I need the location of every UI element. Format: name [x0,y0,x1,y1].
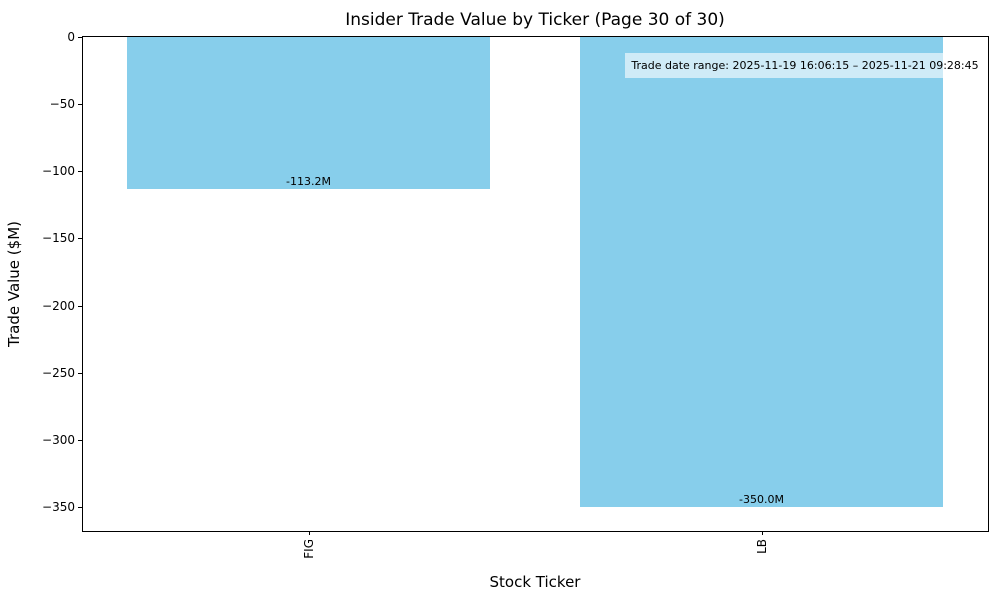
y-tick [78,238,82,240]
x-tick [761,531,763,535]
chart-title: Insider Trade Value by Ticker (Page 30 o… [345,10,725,30]
y-tick-label: 0 [67,29,75,44]
y-tick [78,372,82,374]
y-tick-label: −50 [49,96,75,111]
y-tick [78,440,82,442]
y-tick-label: −250 [42,365,75,380]
annotation-text: Trade date range: 2025-11-19 16:06:15 – … [631,59,979,72]
y-tick-label: −150 [42,231,75,246]
y-tick-label: −100 [42,164,75,179]
x-axis-label: Stock Ticker [489,573,581,591]
y-tick [78,171,82,173]
y-axis-label: Trade Value ($M) [5,221,23,347]
y-tick-label: −300 [42,433,75,448]
y-tick [78,305,82,307]
y-tick [78,103,82,105]
annotation-box: Trade date range: 2025-11-19 16:06:15 – … [625,53,985,78]
y-tick-label: −200 [42,298,75,313]
bar-FIG [127,36,490,189]
bar-value-label: -113.2M [286,174,331,188]
bar-LB [580,36,943,508]
y-tick [78,507,82,509]
x-tick [308,531,310,535]
plot-area [82,36,989,532]
y-tick-label: −350 [42,500,75,515]
bar-value-label: -350.0M [739,493,784,507]
y-tick [78,36,82,38]
